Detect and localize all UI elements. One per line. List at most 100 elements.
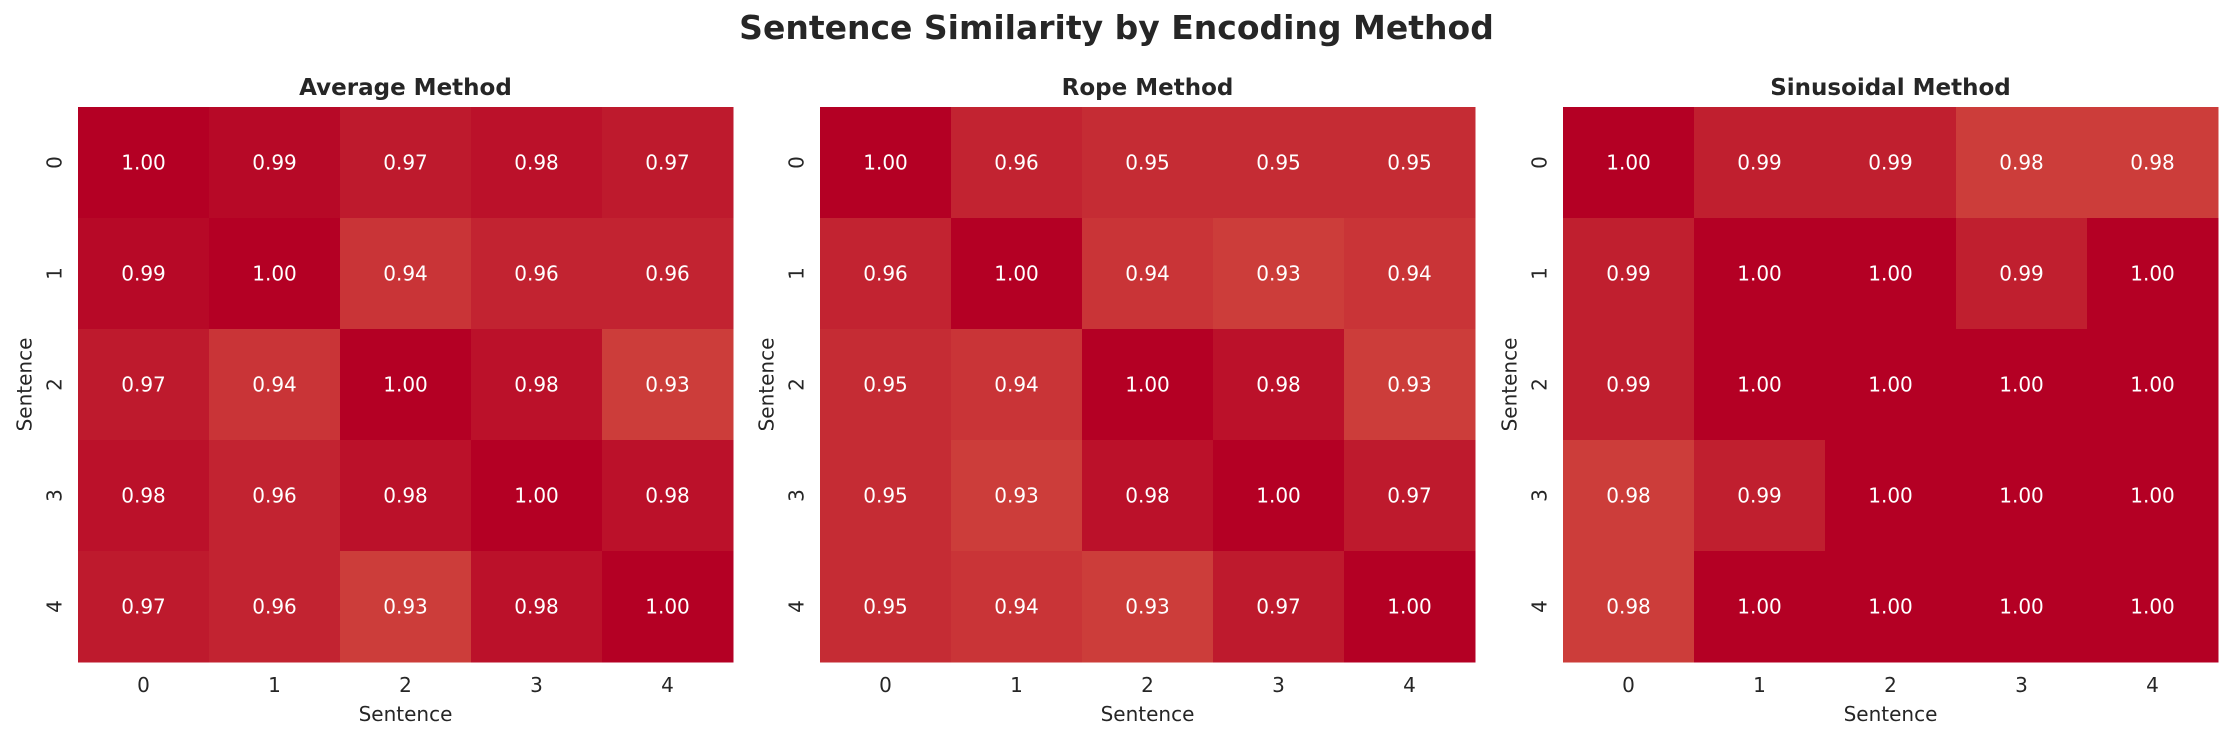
- cell-value-label: 1.00: [2130, 595, 2175, 619]
- cell-value-label: 0.98: [514, 373, 559, 397]
- heatmap-cell: [1694, 218, 1826, 330]
- y-tick-label: 2: [785, 378, 809, 391]
- cell-value-label: 0.94: [252, 373, 297, 397]
- cell-value-label: 1.00: [1999, 373, 2044, 397]
- cell-value-label: 1.00: [1737, 262, 1782, 286]
- y-tick-label: 3: [785, 489, 809, 502]
- heatmap-cell: [471, 551, 603, 663]
- heatmap-cell: [1956, 440, 2088, 552]
- cell-value-label: 0.96: [863, 262, 908, 286]
- cell-value-label: 0.95: [1125, 151, 1170, 175]
- x-tick-label: 1: [1753, 673, 1766, 697]
- cell-value-label: 0.99: [121, 262, 166, 286]
- cell-value-label: 1.00: [1999, 484, 2044, 508]
- cell-value-label: 1.00: [1868, 262, 1913, 286]
- cell-value-label: 1.00: [1387, 595, 1432, 619]
- x-tick-label: 3: [530, 673, 543, 697]
- cell-value-label: 1.00: [1606, 151, 1651, 175]
- cell-value-label: 0.94: [1125, 262, 1170, 286]
- panel-title: Sinusoidal Method: [1770, 75, 2011, 101]
- heatmap-cell: [471, 440, 603, 552]
- heatmap-cell: [209, 218, 341, 330]
- cell-value-label: 1.00: [1125, 373, 1170, 397]
- cell-value-label: 0.95: [863, 595, 908, 619]
- cell-value-label: 0.96: [994, 151, 1039, 175]
- heatmap-cell: [1082, 551, 1214, 663]
- cell-value-label: 0.98: [121, 484, 166, 508]
- cell-value-label: 1.00: [1737, 595, 1782, 619]
- x-tick-label: 3: [2015, 673, 2028, 697]
- heatmap-cell: [820, 551, 952, 663]
- heatmap-cell: [1825, 329, 1957, 441]
- cell-value-label: 0.99: [1606, 262, 1651, 286]
- cell-value-label: 0.98: [645, 484, 690, 508]
- cell-value-label: 0.93: [645, 373, 690, 397]
- cell-value-label: 0.99: [1606, 373, 1651, 397]
- heatmap-cell: [1344, 329, 1476, 441]
- cell-value-label: 1.00: [2130, 262, 2175, 286]
- cell-value-label: 1.00: [645, 595, 690, 619]
- cell-value-label: 0.98: [514, 595, 559, 619]
- heatmap-cell: [78, 551, 210, 663]
- heatmap-cell: [1694, 329, 1826, 441]
- x-tick-label: 4: [1403, 673, 1416, 697]
- cell-value-label: 0.93: [383, 595, 428, 619]
- x-tick-label: 4: [661, 673, 674, 697]
- cell-value-label: 1.00: [2130, 373, 2175, 397]
- x-tick-label: 0: [1622, 673, 1635, 697]
- x-tick-label: 1: [268, 673, 281, 697]
- heatmap-cell: [78, 329, 210, 441]
- cell-value-label: 0.98: [1606, 595, 1651, 619]
- heatmap-cell: [78, 107, 210, 219]
- cell-value-label: 0.95: [863, 484, 908, 508]
- heatmap-cell: [340, 440, 472, 552]
- heatmap-cell: [951, 440, 1083, 552]
- cell-value-label: 1.00: [1868, 373, 1913, 397]
- heatmap-cell: [1213, 218, 1345, 330]
- cell-value-label: 0.93: [1387, 373, 1432, 397]
- cell-value-label: 1.00: [1737, 373, 1782, 397]
- heatmap-cell: [471, 107, 603, 219]
- heatmap-cell: [951, 329, 1083, 441]
- cell-value-label: 1.00: [121, 151, 166, 175]
- heatmap-cell: [1344, 440, 1476, 552]
- heatmap-cell: [1082, 329, 1214, 441]
- heatmap-cell: [1694, 440, 1826, 552]
- figure-title: Sentence Similarity by Encoding Method: [739, 8, 1494, 47]
- cell-value-label: 0.98: [2130, 151, 2175, 175]
- y-tick-label: 1: [1528, 267, 1552, 280]
- heatmap-cell: [820, 329, 952, 441]
- heatmap-cell: [602, 329, 734, 441]
- x-axis-label: Sentence: [1844, 702, 1938, 726]
- cell-value-label: 1.00: [994, 262, 1039, 286]
- cell-value-label: 0.97: [121, 373, 166, 397]
- heatmap-cell: [471, 218, 603, 330]
- heatmap-cell: [602, 218, 734, 330]
- heatmap-cell: [602, 440, 734, 552]
- heatmap-cell: [1956, 329, 2088, 441]
- cell-value-label: 0.97: [121, 595, 166, 619]
- x-tick-label: 2: [1141, 673, 1154, 697]
- y-tick-label: 1: [43, 267, 67, 280]
- cell-value-label: 1.00: [1868, 484, 1913, 508]
- heatmap-cell: [602, 107, 734, 219]
- cell-value-label: 0.98: [514, 151, 559, 175]
- y-tick-label: 4: [1528, 600, 1552, 613]
- cell-value-label: 0.95: [1256, 151, 1301, 175]
- heatmap-panel-2: Sinusoidal Method 1.00 0.99 0.99 0.98 0.98 0.9…: [1498, 75, 2219, 726]
- heatmap-cell: [1344, 551, 1476, 663]
- heatmap-cell: [1825, 551, 1957, 663]
- cell-value-label: 0.96: [645, 262, 690, 286]
- x-tick-label: 0: [137, 673, 150, 697]
- heatmap-cell: [1825, 218, 1957, 330]
- cell-value-label: 1.00: [383, 373, 428, 397]
- heatmap-cell: [2087, 329, 2219, 441]
- cell-value-label: 1.00: [514, 484, 559, 508]
- heatmap-cell: [1563, 440, 1695, 552]
- cell-value-label: 0.98: [1125, 484, 1170, 508]
- heatmap-panel-0: Average Method 1.00 0.99 0.97 0.98 0.97 0.99 1.…: [13, 75, 734, 726]
- x-tick-label: 3: [1272, 673, 1285, 697]
- cell-value-label: 0.97: [645, 151, 690, 175]
- heatmap-cell: [1082, 440, 1214, 552]
